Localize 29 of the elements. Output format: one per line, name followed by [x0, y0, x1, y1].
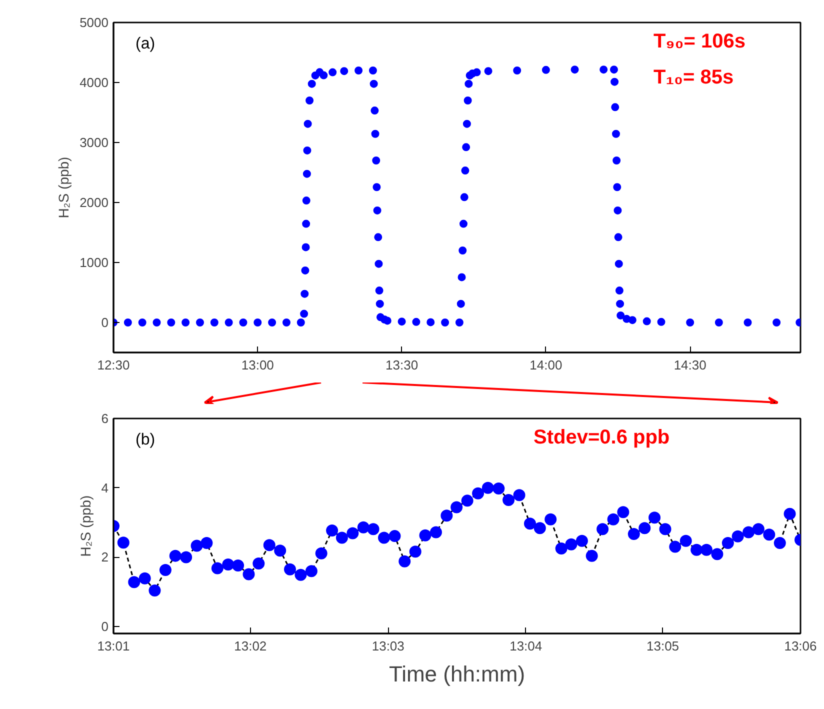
- annotation: (a): [136, 36, 156, 52]
- y-tick-label: 2: [101, 550, 109, 565]
- y-tick-label: 5000: [80, 15, 108, 30]
- y-axis-title: H₂S (ppb): [77, 495, 94, 557]
- x-axis-title: Time (hh:mm): [388, 662, 526, 686]
- y-tick-label: 1000: [80, 255, 108, 270]
- annotation: Stdev=0.6 ppb: [534, 426, 670, 448]
- y-tick-label: 0: [101, 315, 109, 330]
- y-axis-title: H₂S (ppb): [56, 156, 72, 218]
- x-tick-label: 13:04: [510, 638, 542, 654]
- x-tick-label: 13:00: [241, 358, 274, 372]
- y-tick-label: 6: [101, 411, 109, 426]
- x-tick-label: 13:01: [97, 638, 130, 654]
- x-tick-label: 12:30: [97, 358, 130, 372]
- x-tick-label: 14:30: [674, 358, 706, 372]
- y-tick-label: 3000: [80, 135, 108, 150]
- x-tick-label: 13:06: [784, 638, 817, 654]
- annotation: (b): [136, 432, 156, 448]
- x-tick-label: 13:05: [646, 638, 680, 654]
- annotation: T₉₀= 106s: [654, 30, 746, 52]
- x-tick-label: 14:00: [530, 358, 562, 372]
- x-tick-label: 13:30: [386, 358, 418, 372]
- y-tick-label: 4: [101, 480, 109, 496]
- y-tick-label: 2000: [80, 195, 108, 210]
- x-tick-label: 13:03: [372, 638, 404, 654]
- y-tick-label: 0: [101, 619, 109, 634]
- x-tick-label: 13:02: [234, 638, 267, 654]
- annotation: T₁₀= 85s: [654, 66, 734, 88]
- y-tick-label: 4000: [80, 75, 108, 90]
